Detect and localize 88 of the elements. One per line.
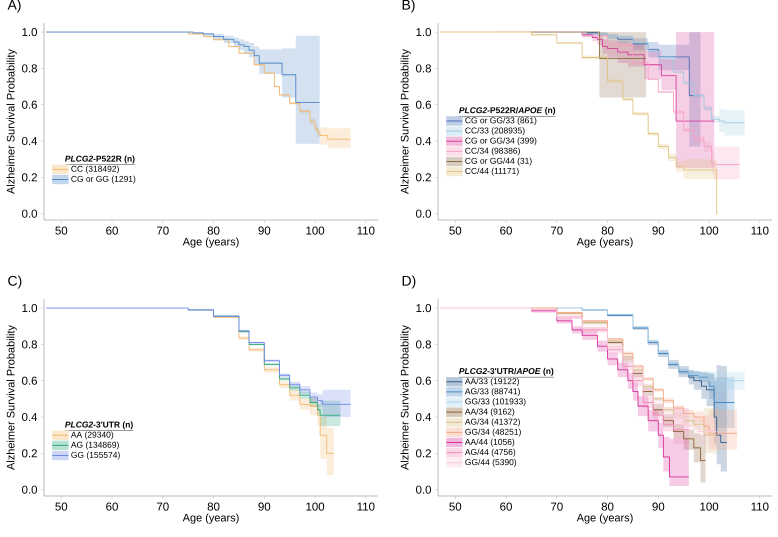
x-axis-title: Age (years) [576, 237, 633, 248]
y-tick-label: 0.6 [416, 376, 431, 385]
y-tick-label: 0.4 [22, 136, 38, 146]
y-tick-label: 0.2 [22, 449, 37, 458]
x-axis-title: Age (years) [182, 513, 239, 524]
legend-label: CC (318492) [71, 166, 119, 174]
x-tick-label: 100 [306, 502, 324, 511]
x-tick-label: 100 [700, 502, 718, 511]
y-tick-label: 1.0 [22, 304, 38, 312]
x-tick-label: 70 [551, 226, 563, 235]
legend-label: GG/34 (48251) [465, 428, 521, 436]
legend-label: AG/44 (4756) [464, 448, 516, 457]
y-tick-label: 0.2 [416, 173, 431, 182]
x-tick-label: 60 [106, 226, 118, 235]
x-tick-label: 90 [652, 502, 664, 511]
x-tick-label: 90 [258, 226, 270, 235]
x-tick-label: 60 [500, 502, 512, 511]
y-tick-label: 0.4 [416, 136, 432, 146]
x-tick-label: 90 [652, 226, 664, 235]
x-tick-label: 50 [449, 226, 462, 235]
legend-label: CC/44 (11171) [465, 168, 519, 176]
y-tick-label: 0.6 [22, 100, 37, 109]
y-axis-title: Alzheimer Survival Probability [6, 49, 17, 194]
legend-label: CG or GG/33 (861) [465, 117, 536, 126]
x-axis-title: Age (years) [576, 513, 633, 524]
y-axis-title: Alzheimer Survival Probability [400, 49, 411, 194]
chart-title: D) [402, 276, 416, 289]
x-tick-label: 110 [752, 502, 769, 511]
chart-title: C) [8, 276, 22, 289]
y-tick-label: 0.2 [416, 449, 431, 458]
legend-label: CC/33 (208935) [465, 127, 525, 136]
x-tick-label: 100 [700, 226, 718, 235]
x-tick-label: 90 [258, 502, 270, 511]
legend-title: PLCG2-3'UTR/APOE (n) [459, 368, 554, 376]
y-tick-label: 0.6 [22, 376, 37, 385]
legend-label: AA (29340) [70, 431, 114, 440]
y-tick-label: 0.4 [416, 412, 432, 422]
y-tick-label: 0.2 [22, 173, 37, 182]
x-tick-label: 100 [306, 226, 324, 235]
y-tick-label: 0.8 [22, 64, 37, 72]
legend-label: AG (134869) [70, 442, 119, 450]
x-tick-label: 70 [551, 502, 563, 511]
y-tick-label: 0.4 [22, 412, 38, 422]
legend-title: PLCG2-P522R/APOE (n) [459, 107, 556, 115]
x-tick-label: 70 [157, 226, 169, 235]
x-tick-label: 50 [55, 226, 68, 235]
y-tick-label: 0.8 [416, 64, 431, 72]
x-tick-label: 60 [500, 226, 512, 235]
y-axis-title: Alzheimer Survival Probability [6, 325, 17, 470]
legend-label: AG/34 (41372) [464, 418, 520, 426]
x-axis-title: Age (years) [182, 237, 239, 248]
x-tick-label: 80 [208, 502, 220, 511]
y-tick-label: 0.0 [416, 210, 432, 218]
y-tick-label: 0.0 [416, 486, 432, 494]
x-tick-label: 80 [602, 226, 614, 235]
legend-label: CG or GG/44 (31) [465, 158, 532, 166]
legend-label: CC/34 (98386) [465, 148, 520, 156]
legend-label: AA/34 (9162) [464, 408, 514, 416]
legend-label: AA/44 (1056) [464, 438, 514, 447]
y-tick-label: 0.0 [22, 486, 38, 494]
x-tick-label: 50 [449, 502, 462, 511]
x-tick-label: 80 [208, 226, 220, 235]
legend-label: AG/33 (88741) [464, 388, 520, 396]
x-tick-label: 70 [157, 502, 169, 511]
y-tick-label: 0.8 [416, 340, 431, 348]
x-tick-label: 110 [752, 226, 769, 235]
legend-label: GG/33 (101933) [465, 398, 526, 406]
y-tick-label: 0.0 [22, 210, 38, 218]
y-tick-label: 1.0 [416, 304, 432, 312]
legend-label: GG/44 (5390) [465, 458, 516, 467]
x-tick-label: 80 [602, 502, 614, 511]
legend-label: GG (155574) [71, 452, 120, 460]
legend-title: PLCG2-3'UTR (n) [65, 421, 133, 430]
y-tick-label: 0.6 [416, 100, 431, 109]
legend-label: CG or GG (1291) [71, 176, 136, 184]
x-tick-label: 110 [358, 226, 375, 235]
y-tick-label: 1.0 [22, 28, 38, 36]
legend-label: AA/33 (19122) [464, 378, 519, 386]
legend-label: CG or GG/34 (399) [465, 137, 536, 146]
chart-title: A) [8, 0, 21, 12]
x-tick-label: 50 [55, 502, 68, 511]
legend-title: PLCG2-P522R (n) [65, 155, 135, 164]
y-axis-title: Alzheimer Survival Probability [400, 325, 411, 470]
y-tick-label: 0.8 [22, 340, 37, 348]
y-tick-label: 1.0 [416, 28, 432, 36]
chart-title: B) [402, 0, 415, 12]
x-tick-label: 110 [358, 502, 375, 511]
x-tick-label: 60 [106, 502, 118, 511]
